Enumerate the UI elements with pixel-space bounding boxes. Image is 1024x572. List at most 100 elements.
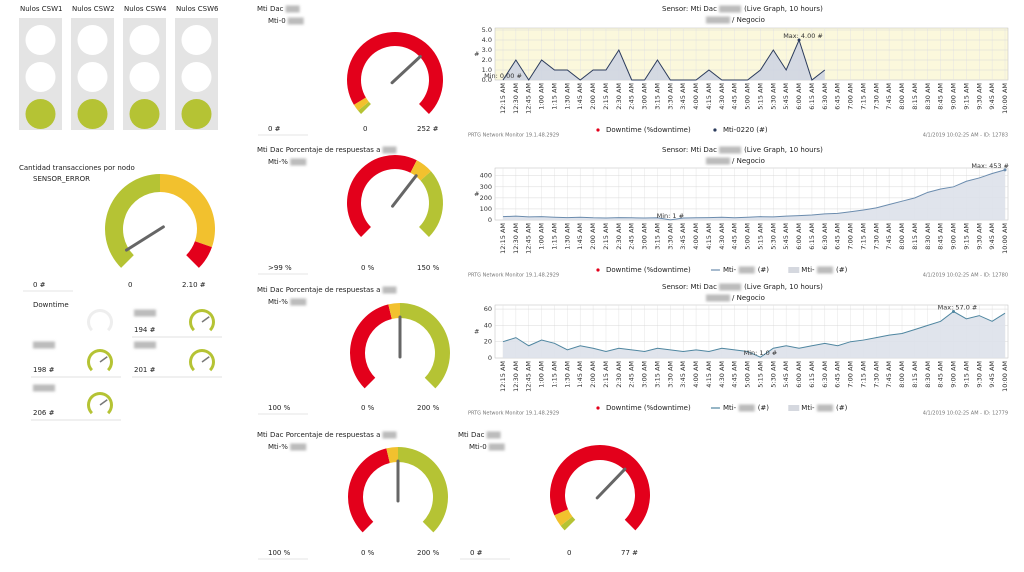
legend-entry: Downtime (%downtime) bbox=[606, 404, 691, 412]
y-axis-label: # bbox=[474, 50, 479, 58]
gauge-subtitle: Mti-% bbox=[268, 443, 288, 451]
x-tick-label: 4:00 AM bbox=[692, 83, 700, 110]
x-tick-label: 5:00 AM bbox=[744, 361, 752, 388]
x-tick-label: 1:15 AM bbox=[550, 223, 558, 250]
x-tick-label: 7:30 AM bbox=[872, 223, 880, 250]
small-gauge-track bbox=[87, 309, 113, 332]
x-tick-label: 9:30 AM bbox=[975, 223, 983, 250]
x-tick-label: 3:15 AM bbox=[653, 223, 661, 250]
gauge-title: Mti Dac Porcentaje de respuestas a bbox=[257, 431, 380, 439]
gauge-band bbox=[388, 303, 400, 319]
x-tick-label: 9:15 AM bbox=[962, 83, 970, 110]
small-gauge-needle bbox=[99, 399, 108, 406]
gauge-subtitle: Mti-0 bbox=[268, 17, 286, 25]
redacted-text bbox=[382, 146, 397, 154]
x-tick-label: 4:00 AM bbox=[692, 361, 700, 388]
x-tick-label: 8:00 AM bbox=[898, 361, 906, 388]
gauge-band bbox=[347, 155, 417, 237]
legend-entry: Mti- bbox=[801, 404, 815, 412]
gauge-band bbox=[386, 447, 398, 463]
legend-entry: Mti- bbox=[723, 404, 737, 412]
max-annotation: Max: 453 # bbox=[971, 162, 1009, 170]
series-area bbox=[503, 40, 825, 80]
y-tick-label: 0.0 bbox=[482, 76, 492, 84]
chart-subtitle: / Negocio bbox=[732, 157, 765, 165]
x-tick-label: 5:30 AM bbox=[769, 361, 777, 388]
min-annotation: Min: 1 # bbox=[657, 212, 684, 220]
status-light bbox=[25, 62, 56, 92]
x-tick-label: 12:30 AM bbox=[512, 83, 520, 114]
x-tick-label: 7:00 AM bbox=[847, 83, 855, 110]
chart-title: Sensor: Mti Dac bbox=[662, 5, 717, 13]
x-tick-label: 6:15 AM bbox=[808, 361, 816, 388]
x-tick-label: 2:30 AM bbox=[615, 83, 623, 110]
min-annotation: Min: 0.00 # bbox=[484, 72, 522, 80]
x-tick-label: 9:45 AM bbox=[988, 83, 996, 110]
gauge-band bbox=[398, 447, 448, 533]
redacted-text bbox=[488, 443, 505, 451]
redacted-text bbox=[719, 283, 742, 291]
x-tick-label: 7:30 AM bbox=[872, 361, 880, 388]
x-tick-label: 1:45 AM bbox=[576, 83, 584, 110]
chart-title-suffix: (Live Graph, 10 hours) bbox=[744, 5, 823, 13]
x-tick-label: 1:30 AM bbox=[563, 361, 571, 388]
x-tick-label: 2:00 AM bbox=[589, 223, 597, 250]
gauge-band bbox=[347, 448, 390, 533]
x-tick-label: 8:45 AM bbox=[937, 223, 945, 250]
x-tick-label: 9:45 AM bbox=[988, 361, 996, 388]
chart-title: Sensor: Mti Dac bbox=[662, 146, 717, 154]
gauge-band bbox=[186, 241, 212, 268]
x-tick-label: 6:00 AM bbox=[795, 223, 803, 250]
x-tick-label: 8:15 AM bbox=[911, 223, 919, 250]
x-tick-label: 2:00 AM bbox=[589, 83, 597, 110]
redacted-text bbox=[33, 384, 55, 392]
footer-left: PRTG Network Monitor 19.1.48.2929 bbox=[468, 273, 559, 279]
x-tick-label: 4:15 AM bbox=[705, 361, 713, 388]
redacted-text bbox=[285, 5, 300, 13]
x-tick-label: 2:30 AM bbox=[615, 223, 623, 250]
x-tick-label: 3:45 AM bbox=[679, 361, 687, 388]
x-tick-label: 5:45 AM bbox=[782, 361, 790, 388]
x-tick-label: 3:30 AM bbox=[666, 361, 674, 388]
small-gauge-needle bbox=[99, 356, 108, 363]
gauge-title: Mti Dac bbox=[257, 5, 284, 13]
redacted-text bbox=[382, 286, 397, 294]
y-tick-label: 0 bbox=[488, 354, 492, 362]
legend-symbol bbox=[713, 128, 717, 132]
footer-right: 4/1/2019 10:02:25 AM - ID: 12783 bbox=[923, 133, 1008, 139]
max-marker bbox=[797, 38, 801, 42]
x-tick-label: 12:45 AM bbox=[525, 223, 533, 254]
legend-unit: (#) bbox=[758, 404, 770, 412]
x-tick-label: 1:45 AM bbox=[576, 223, 584, 250]
redacted-text bbox=[738, 266, 755, 274]
plot-area bbox=[494, 27, 1009, 81]
x-tick-label: 12:45 AM bbox=[525, 361, 533, 392]
small-gauge-reading: 194 # bbox=[134, 326, 156, 334]
x-tick-label: 12:45 AM bbox=[525, 83, 533, 114]
gauge-reading: 0 # bbox=[268, 125, 281, 133]
x-tick-label: 1:15 AM bbox=[550, 361, 558, 388]
series-line bbox=[502, 169, 1006, 221]
y-tick-label: 20 bbox=[484, 338, 492, 346]
panel-label: Nulos CSW2 bbox=[72, 5, 114, 13]
x-tick-label: 10:00 AM bbox=[1001, 83, 1009, 114]
redacted-text bbox=[706, 294, 730, 302]
x-tick-label: 4:45 AM bbox=[731, 83, 739, 110]
x-tick-label: 9:30 AM bbox=[975, 83, 983, 110]
chart-title-suffix: (Live Graph, 10 hours) bbox=[744, 146, 823, 154]
chart-title-suffix: (Live Graph, 10 hours) bbox=[744, 283, 823, 291]
x-tick-label: 6:30 AM bbox=[821, 83, 829, 110]
x-tick-label: 5:00 AM bbox=[744, 223, 752, 250]
x-tick-label: 4:30 AM bbox=[718, 223, 726, 250]
x-tick-label: 7:45 AM bbox=[885, 83, 893, 110]
redacted-text bbox=[134, 309, 156, 317]
redacted-text bbox=[290, 298, 307, 306]
x-tick-label: 3:30 AM bbox=[666, 83, 674, 110]
x-tick-label: 3:45 AM bbox=[679, 83, 687, 110]
x-tick-label: 8:45 AM bbox=[937, 83, 945, 110]
x-tick-label: 8:15 AM bbox=[911, 83, 919, 110]
x-tick-label: 5:45 AM bbox=[782, 83, 790, 110]
redacted-text bbox=[706, 157, 730, 165]
status-light bbox=[77, 62, 108, 92]
